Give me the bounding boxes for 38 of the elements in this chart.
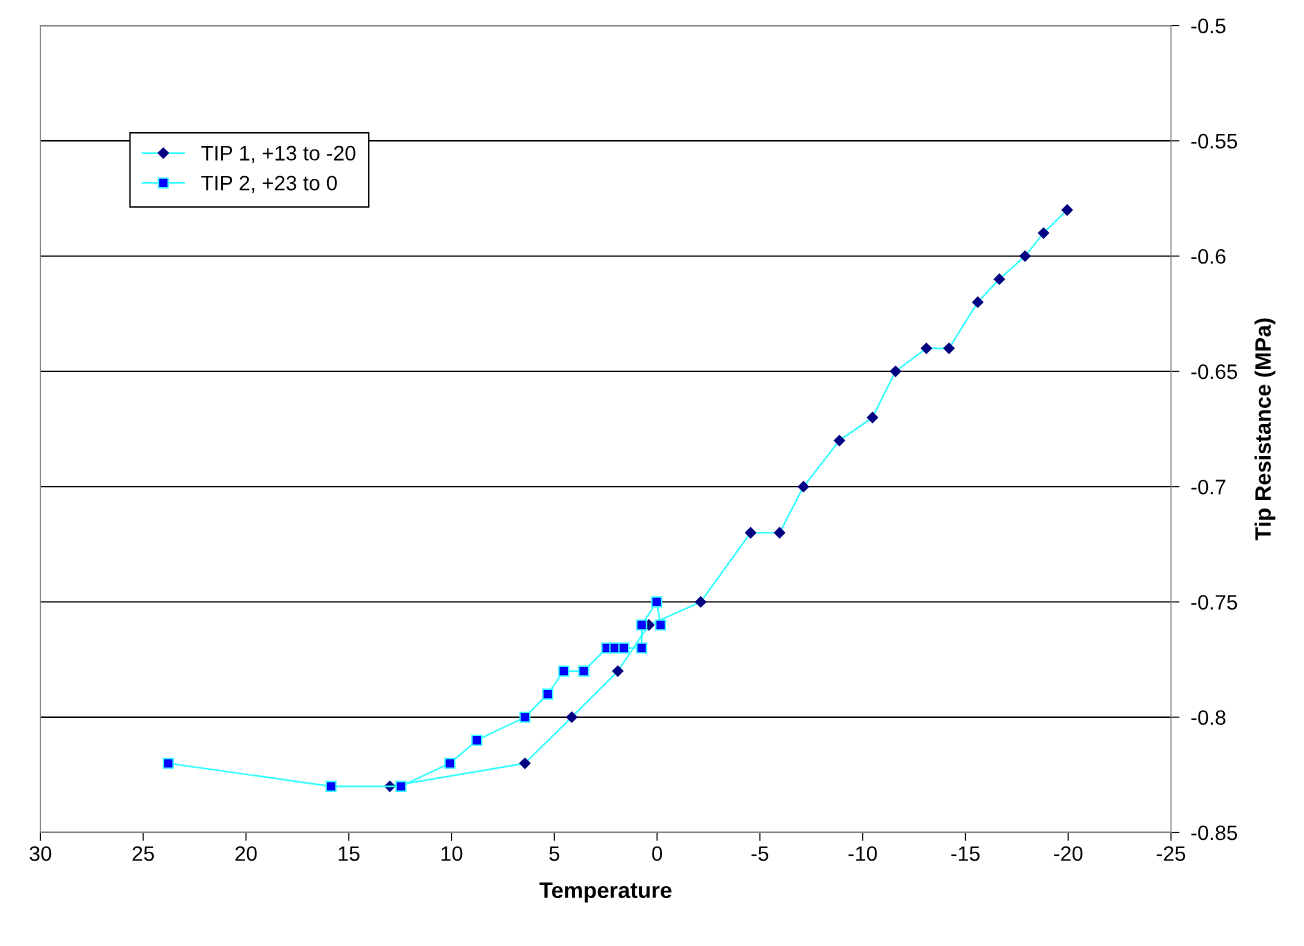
point [471, 734, 483, 746]
point [578, 665, 590, 677]
y-axis-title: Tip Resistance (MPa) [1254, 318, 1276, 541]
x-tick-label: 20 [235, 846, 257, 861]
x-tick-label: 30 [29, 846, 52, 861]
x-tick-label: -25 [1156, 846, 1186, 861]
point [651, 596, 663, 608]
x-tick-label: 0 [652, 846, 663, 861]
point [444, 757, 456, 769]
point [618, 642, 630, 654]
point [519, 711, 531, 723]
x-tick-label: 15 [338, 846, 360, 861]
y-tick-label: -0.55 [1191, 133, 1238, 149]
point [395, 780, 407, 792]
x-tick-label: 10 [441, 846, 463, 861]
x-tick-label: -5 [751, 846, 769, 861]
point [558, 665, 570, 677]
point [325, 780, 337, 792]
y-tick-label: -0.75 [1191, 594, 1238, 610]
y-tick-label: -0.85 [1191, 825, 1238, 841]
y-tick-label: -0.7 [1191, 479, 1226, 495]
legend-label: TIP 1, +13 to -20 [201, 145, 356, 164]
point [655, 619, 667, 631]
point [542, 688, 554, 700]
x-tick-label: 25 [132, 846, 154, 861]
legend-label: TIP 2, +23 to 0 [201, 175, 337, 193]
x-axis-title: Temperature [539, 882, 672, 903]
y-tick-label: -0.65 [1191, 364, 1238, 380]
x-tick-label: -10 [848, 846, 877, 861]
x-tick-label: 5 [549, 846, 560, 861]
point [162, 757, 174, 769]
y-tick-label: -0.6 [1191, 249, 1226, 264]
point [636, 642, 648, 654]
y-tick-label: -0.8 [1191, 710, 1226, 725]
x-tick-label: -20 [1054, 846, 1083, 861]
x-tick-label: -15 [951, 846, 980, 861]
point [636, 619, 648, 631]
y-tick-label: -0.5 [1191, 18, 1226, 34]
